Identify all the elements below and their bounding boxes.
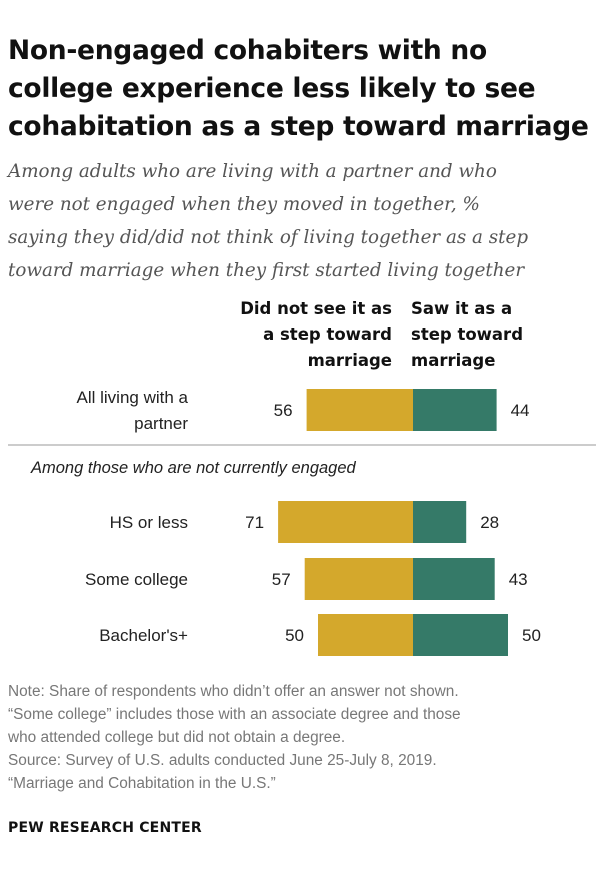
value-label-saw: 44	[511, 401, 530, 420]
chart-subtitle: Among adults who are living with a partn…	[8, 155, 608, 287]
bar-did-not-see	[318, 614, 413, 656]
legend-saw: Saw it as a step toward marriage	[411, 296, 611, 374]
subtitle-line: Among adults who are living with a partn…	[8, 161, 497, 182]
bar-saw	[413, 389, 497, 431]
legend-line: Saw it as a	[411, 299, 513, 318]
bar-did-not-see	[304, 558, 413, 600]
value-label-saw: 43	[509, 570, 528, 589]
value-label-did-not-see: 71	[245, 513, 264, 532]
legend-line: step toward	[411, 325, 524, 344]
diverging-bar-chart: Among those who are not currently engage…	[8, 388, 596, 656]
legend-line: marriage	[307, 351, 392, 370]
category-label-line: Some college	[85, 570, 188, 589]
value-label-saw: 50	[522, 626, 541, 645]
category-label-line: partner	[134, 414, 188, 433]
bar-saw	[413, 501, 467, 543]
legend-line: a step toward	[263, 325, 392, 344]
subtitle-line: were not engaged when they moved in toge…	[8, 194, 480, 215]
bar-saw	[413, 558, 495, 600]
subtitle-line: toward marriage when they first started …	[8, 260, 525, 281]
subtitle-line: saying they did/did not think of living …	[8, 227, 529, 248]
value-label-did-not-see: 56	[274, 401, 293, 420]
legend-did-not-see: Did not see it as a step toward marriage	[192, 296, 392, 374]
category-label-line: HS or less	[110, 513, 188, 532]
category-label: Some college	[85, 570, 188, 589]
category-label: HS or less	[110, 513, 188, 532]
title-line: college experience less likely to see	[8, 73, 536, 104]
category-label: Bachelor's+	[99, 626, 188, 645]
category-label-line: All living with a	[77, 388, 189, 407]
category-label-line: Bachelor's+	[99, 626, 188, 645]
title-line: cohabitation as a step toward marriage	[8, 111, 589, 142]
group-label: Among those who are not currently engage…	[30, 459, 357, 477]
title-line: Non-engaged cohabiters with no	[8, 35, 487, 66]
source-line: “Marriage and Cohabitation in the U.S.”	[8, 775, 276, 792]
bar-did-not-see	[278, 501, 413, 543]
category-label: All living with a partner	[77, 388, 189, 433]
note-line: “Some college” includes those with an as…	[8, 706, 461, 723]
value-label-saw: 28	[480, 513, 499, 532]
bar-did-not-see	[306, 389, 413, 431]
bar-saw	[413, 614, 508, 656]
value-label-did-not-see: 50	[285, 626, 304, 645]
brand-logo-text: PEW RESEARCH CENTER	[8, 820, 202, 836]
chart-title: Non-engaged cohabiters with no college e…	[8, 32, 608, 146]
legend-line: marriage	[411, 351, 496, 370]
source-line: Source: Survey of U.S. adults conducted …	[8, 752, 437, 769]
note-line: Note: Share of respondents who didn’t of…	[8, 683, 459, 700]
legend-line: Did not see it as	[240, 299, 392, 318]
value-label-did-not-see: 57	[272, 570, 291, 589]
note-line: who attended college but did not obtain …	[8, 729, 346, 746]
notes: Note: Share of respondents who didn’t of…	[8, 680, 608, 795]
